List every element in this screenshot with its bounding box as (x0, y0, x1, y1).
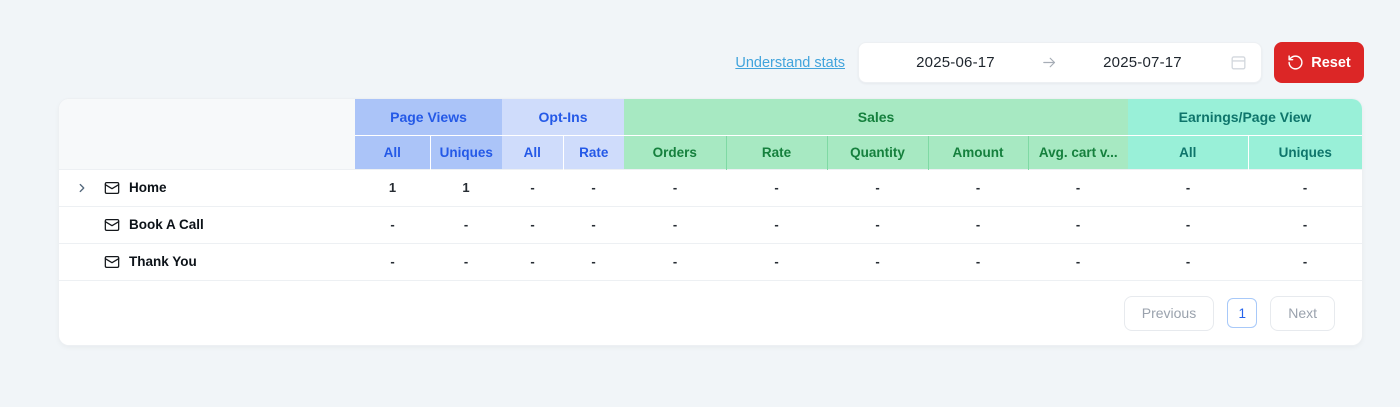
stat-cell: - (726, 205, 828, 243)
stat-cell: 1 (355, 168, 430, 206)
mail-icon (104, 254, 120, 270)
mail-icon (104, 217, 120, 233)
column-header-sales-quantity: Quantity (826, 134, 929, 169)
stat-cell: - (827, 205, 929, 243)
stat-cell: - (1128, 242, 1249, 280)
column-header-page-views-uniques: Uniques (429, 134, 503, 169)
stat-cell: - (430, 242, 503, 280)
stat-cell: - (928, 168, 1029, 206)
column-header-sales-avg-cart-v: Avg. cart v... (1027, 134, 1129, 169)
toolbar: Understand stats 2025-06-17 2025-07-17 R… (0, 42, 1364, 83)
stat-cell: 1 (430, 168, 503, 206)
stat-cell: - (928, 242, 1029, 280)
column-header-earnings-page-view-all: All (1128, 134, 1249, 169)
column-header-opt-ins-rate: Rate (562, 134, 625, 169)
table-row: Thank You ----------- (59, 242, 1362, 280)
rotate-ccw-icon (1287, 54, 1304, 71)
stat-cell: - (1028, 205, 1129, 243)
stat-cell: - (563, 242, 625, 280)
stat-cell: - (726, 168, 828, 206)
group-header-sales: Sales (624, 99, 1129, 135)
column-header-sales-orders: Orders (624, 134, 727, 169)
date-start-field[interactable]: 2025-06-17 (916, 54, 995, 71)
stat-cell: - (563, 168, 625, 206)
chevron-spacer (75, 255, 89, 269)
stat-cell: - (624, 242, 727, 280)
stat-cell: - (827, 168, 929, 206)
stats-table: Page Views Opt-Ins Sales Earnings/Page View… (59, 99, 1362, 280)
stat-cell: - (1248, 242, 1362, 280)
stat-cell: - (1248, 205, 1362, 243)
reset-button[interactable]: Reset (1274, 42, 1364, 83)
stat-cell: - (355, 205, 430, 243)
stat-cell: - (1128, 205, 1249, 243)
table-row: Book A Call ----------- (59, 205, 1362, 243)
stats-table-card: Page Views Opt-Ins Sales Earnings/Page View… (59, 99, 1362, 345)
column-header-earnings-page-view-uniques: Uniques (1247, 134, 1362, 169)
column-header-sales-amount: Amount (927, 134, 1029, 169)
reset-button-label: Reset (1311, 54, 1351, 71)
group-header-page-views: Page Views (355, 99, 503, 135)
stat-cell: - (430, 205, 503, 243)
stat-cell: - (355, 242, 430, 280)
stat-cell: - (624, 205, 727, 243)
previous-page-button[interactable]: Previous (1123, 295, 1215, 331)
stat-cell: - (563, 205, 625, 243)
stat-cell: - (928, 205, 1029, 243)
column-header-opt-ins-all: All (502, 134, 564, 169)
date-range-picker[interactable]: 2025-06-17 2025-07-17 (858, 42, 1262, 83)
chevron-spacer (75, 218, 89, 232)
stat-cell: - (726, 242, 828, 280)
mail-icon (104, 180, 120, 196)
stat-cell: - (1028, 168, 1129, 206)
stat-cell: - (827, 242, 929, 280)
row-label: Book A Call (129, 217, 204, 232)
current-page-button[interactable]: 1 (1227, 298, 1258, 328)
row-label: Thank You (129, 254, 197, 270)
pagination: Previous 1 Next (59, 280, 1362, 345)
next-page-button[interactable]: Next (1270, 295, 1335, 331)
stat-cell: - (1028, 242, 1129, 280)
header-corner (59, 99, 355, 169)
understand-stats-link[interactable]: Understand stats (735, 54, 845, 71)
stat-cell: - (1248, 168, 1362, 206)
stat-cell: - (624, 168, 727, 206)
calendar-icon[interactable] (1226, 53, 1248, 72)
stat-cell: - (502, 205, 564, 243)
row-label: Home (129, 180, 167, 195)
expand-chevron-icon[interactable] (75, 181, 89, 195)
column-header-sales-rate: Rate (725, 134, 828, 169)
arrow-right-icon (1039, 54, 1059, 71)
stat-cell: - (502, 168, 564, 206)
column-header-page-views-all: All (355, 134, 430, 169)
stat-cell: - (502, 242, 564, 280)
group-header-opt-ins: Opt-Ins (502, 99, 625, 135)
date-end-field[interactable]: 2025-07-17 (1103, 54, 1182, 71)
group-header-earnings-page-view: Earnings/Page View (1128, 99, 1362, 135)
stat-cell: - (1128, 168, 1249, 206)
